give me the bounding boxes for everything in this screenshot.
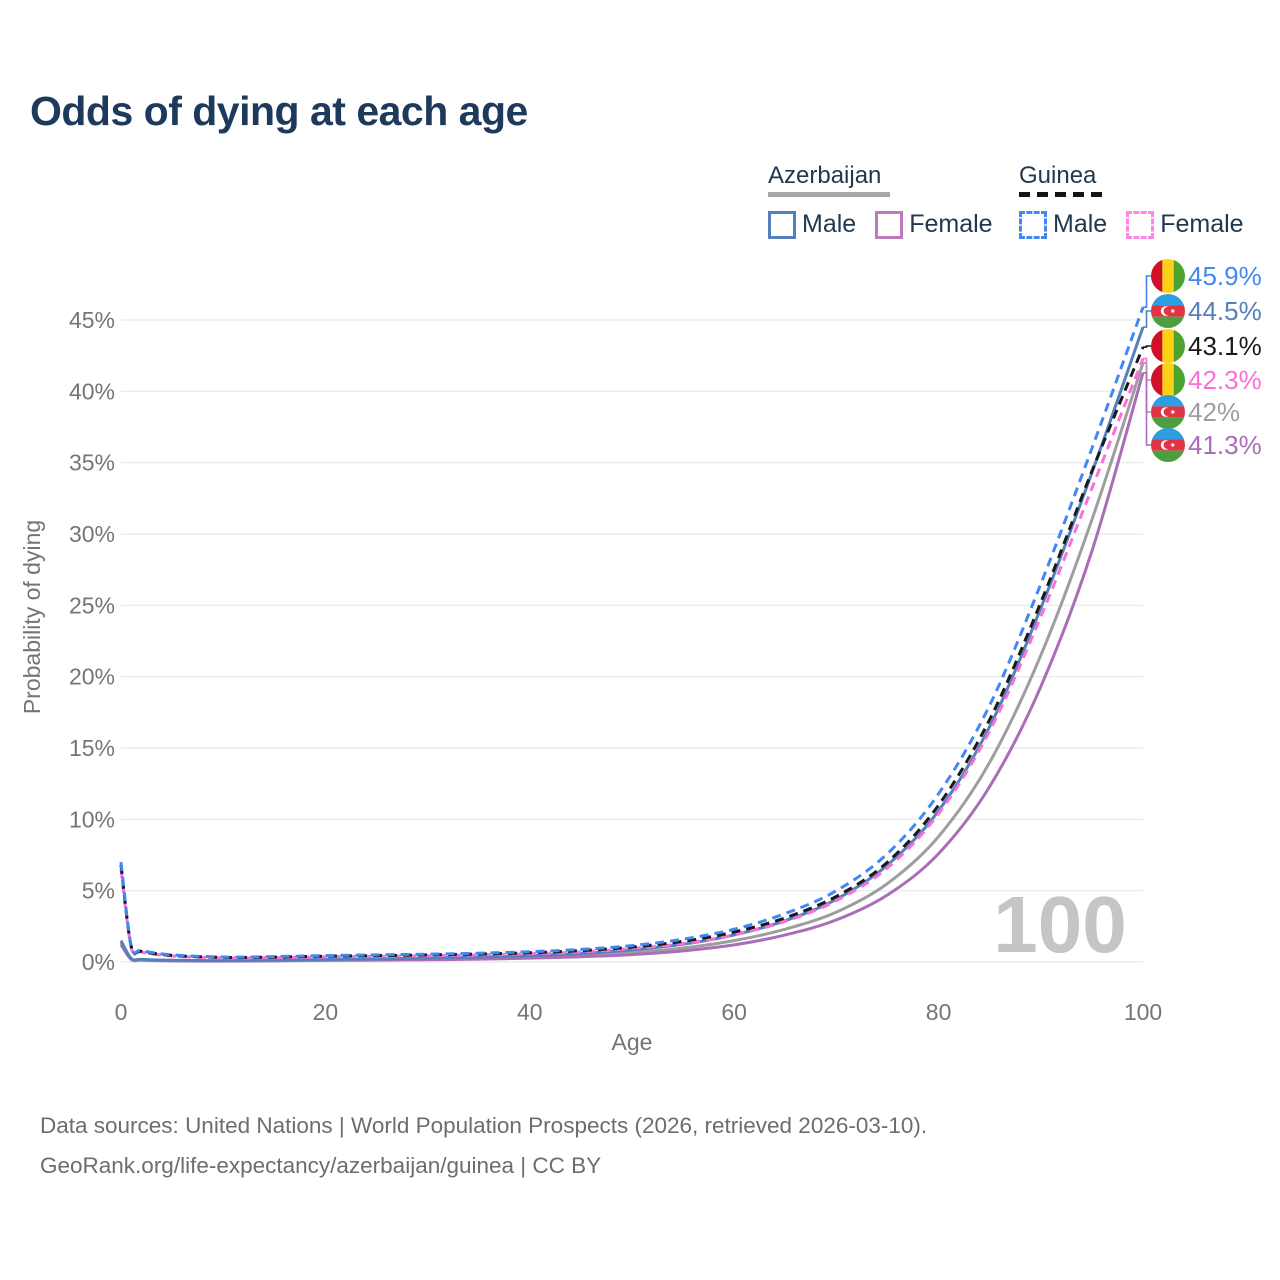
series-line-guinea-both[interactable] bbox=[119, 346, 1145, 960]
series-line-azerbaijan-male[interactable] bbox=[119, 326, 1145, 963]
legend-label-guinea-male[interactable]: Male bbox=[1053, 210, 1108, 238]
data-sources: Data sources: United Nations | World Pop… bbox=[40, 1106, 927, 1186]
azerbaijan-flag-icon bbox=[1151, 294, 1185, 328]
series-line-azerbaijan-female[interactable] bbox=[119, 372, 1145, 963]
y-axis-title: Probability of dying bbox=[19, 520, 45, 714]
legend-swatch-guinea-female[interactable] bbox=[1126, 210, 1155, 239]
legend-swatch-guinea-male[interactable] bbox=[1019, 210, 1047, 239]
end-label-leader-azerbaijan-female bbox=[1143, 372, 1151, 446]
age-watermark: 100 bbox=[993, 880, 1126, 969]
legend-label-azerbaijan-female[interactable]: Female bbox=[909, 210, 993, 238]
end-label-value-azerbaijan-male: 44.5% bbox=[1188, 296, 1262, 326]
y-tick-label-30: 30% bbox=[69, 521, 115, 547]
x-tick-label-100: 100 bbox=[1124, 999, 1162, 1025]
azerbaijan-flag-icon bbox=[1151, 428, 1185, 462]
legend-underline-azerbaijan bbox=[768, 192, 890, 197]
y-tick-label-40: 40% bbox=[69, 378, 115, 404]
guinea-flag-icon bbox=[1151, 259, 1185, 293]
legend-group-guinea: Guinea Male Female bbox=[1019, 163, 1263, 239]
end-label-value-azerbaijan-both: 42% bbox=[1188, 397, 1240, 427]
end-label-value-azerbaijan-female: 41.3% bbox=[1188, 430, 1262, 460]
guinea-flag-icon bbox=[1151, 363, 1185, 397]
data-sources-line1: Data sources: United Nations | World Pop… bbox=[40, 1113, 928, 1138]
y-tick-label-20: 20% bbox=[69, 664, 115, 690]
series-line-guinea-female[interactable] bbox=[119, 357, 1145, 960]
end-label-value-guinea-female: 42.3% bbox=[1188, 365, 1262, 395]
y-tick-label-35: 35% bbox=[69, 450, 115, 476]
azerbaijan-flag-icon bbox=[1151, 395, 1185, 429]
end-label-leader-guinea-male bbox=[1143, 275, 1151, 308]
y-tick-label-10: 10% bbox=[69, 806, 115, 832]
x-tick-label-60: 60 bbox=[721, 999, 747, 1025]
x-tick-label-80: 80 bbox=[926, 999, 952, 1025]
legend-label-guinea-female[interactable]: Female bbox=[1160, 210, 1244, 238]
legend-label-azerbaijan-male[interactable]: Male bbox=[802, 210, 857, 238]
y-tick-label-5: 5% bbox=[82, 878, 115, 904]
legend-country-guinea[interactable]: Guinea bbox=[1019, 162, 1097, 189]
end-label-value-guinea-both: 43.1% bbox=[1188, 331, 1262, 361]
series-line-guinea-male[interactable] bbox=[119, 306, 1145, 959]
legend-swatch-azerbaijan-female[interactable] bbox=[875, 210, 904, 239]
legend-underline-guinea bbox=[1019, 192, 1105, 197]
y-tick-label-0: 0% bbox=[82, 949, 115, 975]
y-tick-label-15: 15% bbox=[69, 735, 115, 761]
x-axis-title: Age bbox=[612, 1029, 653, 1055]
legend-country-azerbaijan[interactable]: Azerbaijan bbox=[768, 162, 882, 189]
end-label-value-guinea-male: 45.9% bbox=[1188, 261, 1262, 291]
y-tick-label-45: 45% bbox=[69, 307, 115, 333]
x-tick-label-0: 0 bbox=[115, 999, 128, 1025]
end-label-leader-guinea-both bbox=[1143, 345, 1151, 348]
x-tick-label-40: 40 bbox=[517, 999, 543, 1025]
end-label-leader-azerbaijan-male bbox=[1143, 310, 1151, 328]
legend-group-azerbaijan: Azerbaijan Male Female bbox=[768, 163, 1012, 239]
legend-swatch-azerbaijan-male[interactable] bbox=[768, 210, 796, 239]
data-sources-line2: GeoRank.org/life-expectancy/azerbaijan/g… bbox=[40, 1153, 602, 1178]
series-line-azerbaijan-both[interactable] bbox=[119, 362, 1145, 963]
page-title: Odds of dying at each age bbox=[30, 88, 528, 134]
y-tick-label-25: 25% bbox=[69, 592, 115, 618]
guinea-flag-icon bbox=[1151, 329, 1185, 363]
x-tick-label-20: 20 bbox=[313, 999, 339, 1025]
